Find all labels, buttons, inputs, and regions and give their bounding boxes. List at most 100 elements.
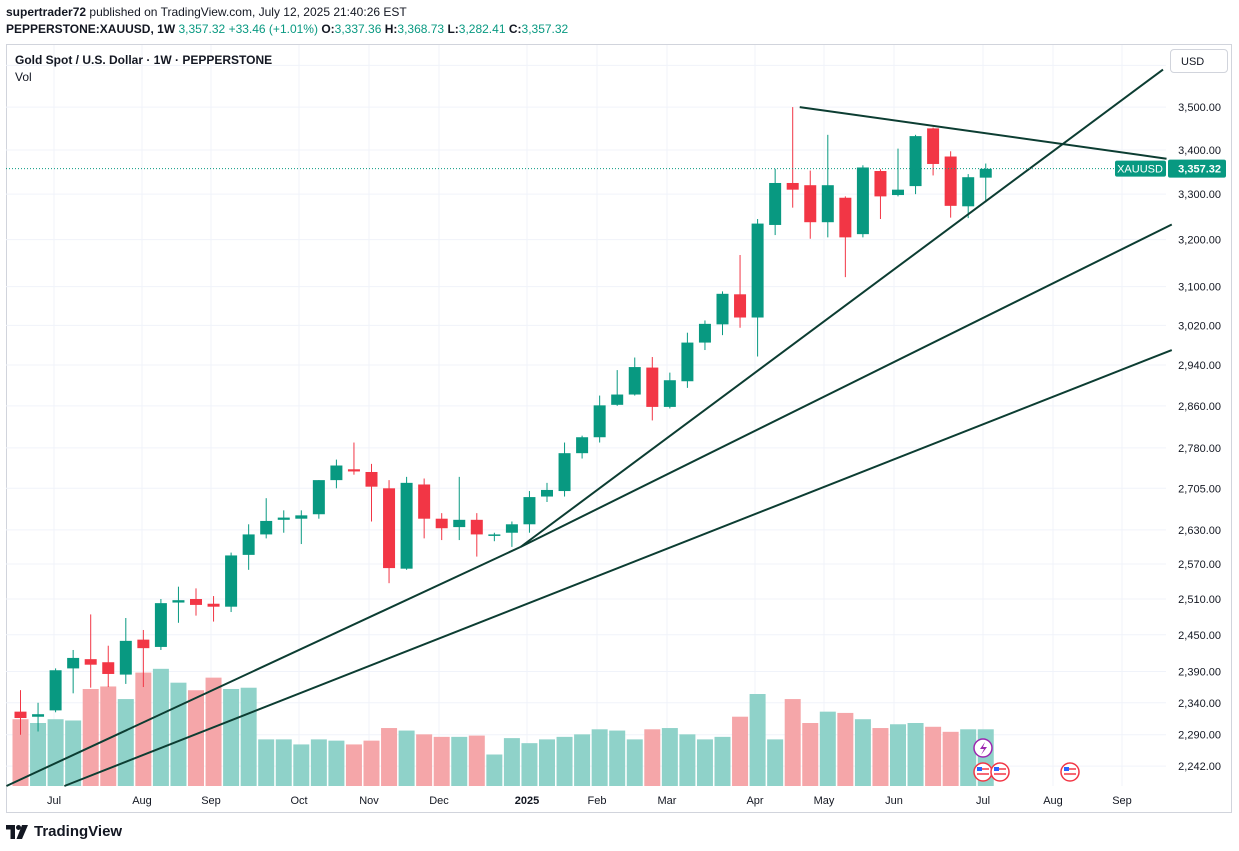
candle-body xyxy=(962,177,975,207)
time-tick: Jun xyxy=(885,795,903,807)
volume-bar xyxy=(170,682,187,786)
candles xyxy=(14,107,992,735)
volume-label: Vol xyxy=(15,70,32,84)
candle-body xyxy=(49,670,62,711)
candle-body xyxy=(663,380,676,407)
candle-body xyxy=(207,603,220,607)
volume-bar xyxy=(609,730,626,786)
time-tick: Feb xyxy=(588,795,607,807)
volume-bar xyxy=(837,712,854,786)
grid xyxy=(6,45,1166,786)
volume-bar xyxy=(47,719,64,786)
volume-bar xyxy=(679,734,696,786)
price-tick: 2,290.00 xyxy=(1178,730,1221,742)
candle-body xyxy=(821,185,834,223)
volume-bar xyxy=(784,699,801,786)
candle-body xyxy=(698,323,711,343)
time-tick: Sep xyxy=(201,795,221,807)
volume-bar xyxy=(802,723,819,786)
candle-body xyxy=(453,519,466,528)
candle-body xyxy=(856,167,869,235)
volume-bar xyxy=(258,739,275,786)
candle-body xyxy=(786,182,799,190)
author[interactable]: supertrader72 xyxy=(6,5,87,19)
price-tick: 2,940.00 xyxy=(1178,360,1221,372)
volume-bar xyxy=(433,736,450,786)
price-tick: 2,390.00 xyxy=(1178,666,1221,678)
candle-body xyxy=(927,128,940,164)
publish-text: published on TradingView.com, July 12, 2… xyxy=(89,5,407,19)
volume-bar xyxy=(890,724,906,786)
volume-bar xyxy=(451,736,468,786)
volume-bar xyxy=(468,735,485,786)
price-tick: 2,242.00 xyxy=(1178,761,1221,773)
currency-button[interactable]: USD xyxy=(1170,49,1228,73)
candle-body xyxy=(119,640,132,675)
price-change: +33.46 (+1.01%) xyxy=(228,22,318,36)
candle-body xyxy=(488,534,501,536)
candle-body xyxy=(242,534,255,555)
volume-bar xyxy=(626,739,643,786)
flag-canton xyxy=(1064,767,1069,771)
volume-bar xyxy=(363,740,380,786)
price-tick: 3,500.00 xyxy=(1178,102,1221,114)
volume-bar xyxy=(503,738,520,786)
price-tick: 2,860.00 xyxy=(1178,401,1221,413)
low-value: 3,282.41 xyxy=(458,22,506,36)
symbol: PEPPERSTONE:XAUUSD, 1W xyxy=(6,22,176,36)
candle-body xyxy=(593,405,606,438)
candle-body xyxy=(734,294,747,318)
price-tag: XAUUSD 3,357.32 xyxy=(6,159,1226,178)
time-tick: Mar xyxy=(658,795,677,807)
candle-body xyxy=(646,367,659,407)
volume-bar xyxy=(310,739,327,786)
flag-canton xyxy=(994,767,999,771)
close-value: 3,357.32 xyxy=(521,22,569,36)
volume-bar xyxy=(117,699,134,786)
volume-bar xyxy=(644,729,661,786)
candle-body xyxy=(681,342,694,382)
candle-body xyxy=(137,639,150,649)
time-tick: Jul xyxy=(47,795,61,807)
price-tick: 3,020.00 xyxy=(1178,320,1221,332)
symbol-line: PEPPERSTONE:XAUUSD, 1W 3,357.32 +33.46 (… xyxy=(6,22,568,36)
time-tick: Oct xyxy=(290,795,307,807)
candle-body xyxy=(365,471,378,487)
volume-bar xyxy=(942,731,959,786)
price-tick: 2,570.00 xyxy=(1178,559,1221,571)
trendlines xyxy=(6,68,1173,787)
time-tick: Apr xyxy=(746,795,763,807)
price-tick: 2,450.00 xyxy=(1178,630,1221,642)
candle-body xyxy=(14,711,27,719)
price-tick: 3,100.00 xyxy=(1178,282,1221,294)
tradingview-logo[interactable]: TradingView xyxy=(6,823,122,840)
candle-body xyxy=(154,603,167,647)
volume-bar xyxy=(328,740,345,786)
candle-body xyxy=(400,482,413,569)
volume-bar xyxy=(12,719,29,786)
candle-body xyxy=(716,293,729,325)
volume-bar xyxy=(416,734,433,786)
volume-bar xyxy=(907,723,924,786)
volume-bar xyxy=(591,729,608,786)
trendline-upper-support-ext xyxy=(6,545,522,787)
candle-body xyxy=(67,657,80,669)
volume-bar xyxy=(240,687,257,786)
price-tick: 3,200.00 xyxy=(1178,235,1221,247)
volume-bar xyxy=(732,716,749,786)
event-markers xyxy=(973,738,1080,782)
price-tick: 2,780.00 xyxy=(1178,443,1221,455)
candle-body xyxy=(470,519,483,535)
candle-body xyxy=(225,555,238,607)
low-label: L: xyxy=(447,22,459,36)
time-tick: Dec xyxy=(429,795,449,807)
volume-bar xyxy=(767,739,784,786)
volume-bar xyxy=(854,719,871,786)
volume-bar xyxy=(556,736,573,786)
candle-body xyxy=(944,156,957,206)
volume-bar xyxy=(345,744,362,786)
candle-body xyxy=(260,520,273,535)
candle-body xyxy=(751,223,764,318)
price-tick: 2,340.00 xyxy=(1178,698,1221,710)
